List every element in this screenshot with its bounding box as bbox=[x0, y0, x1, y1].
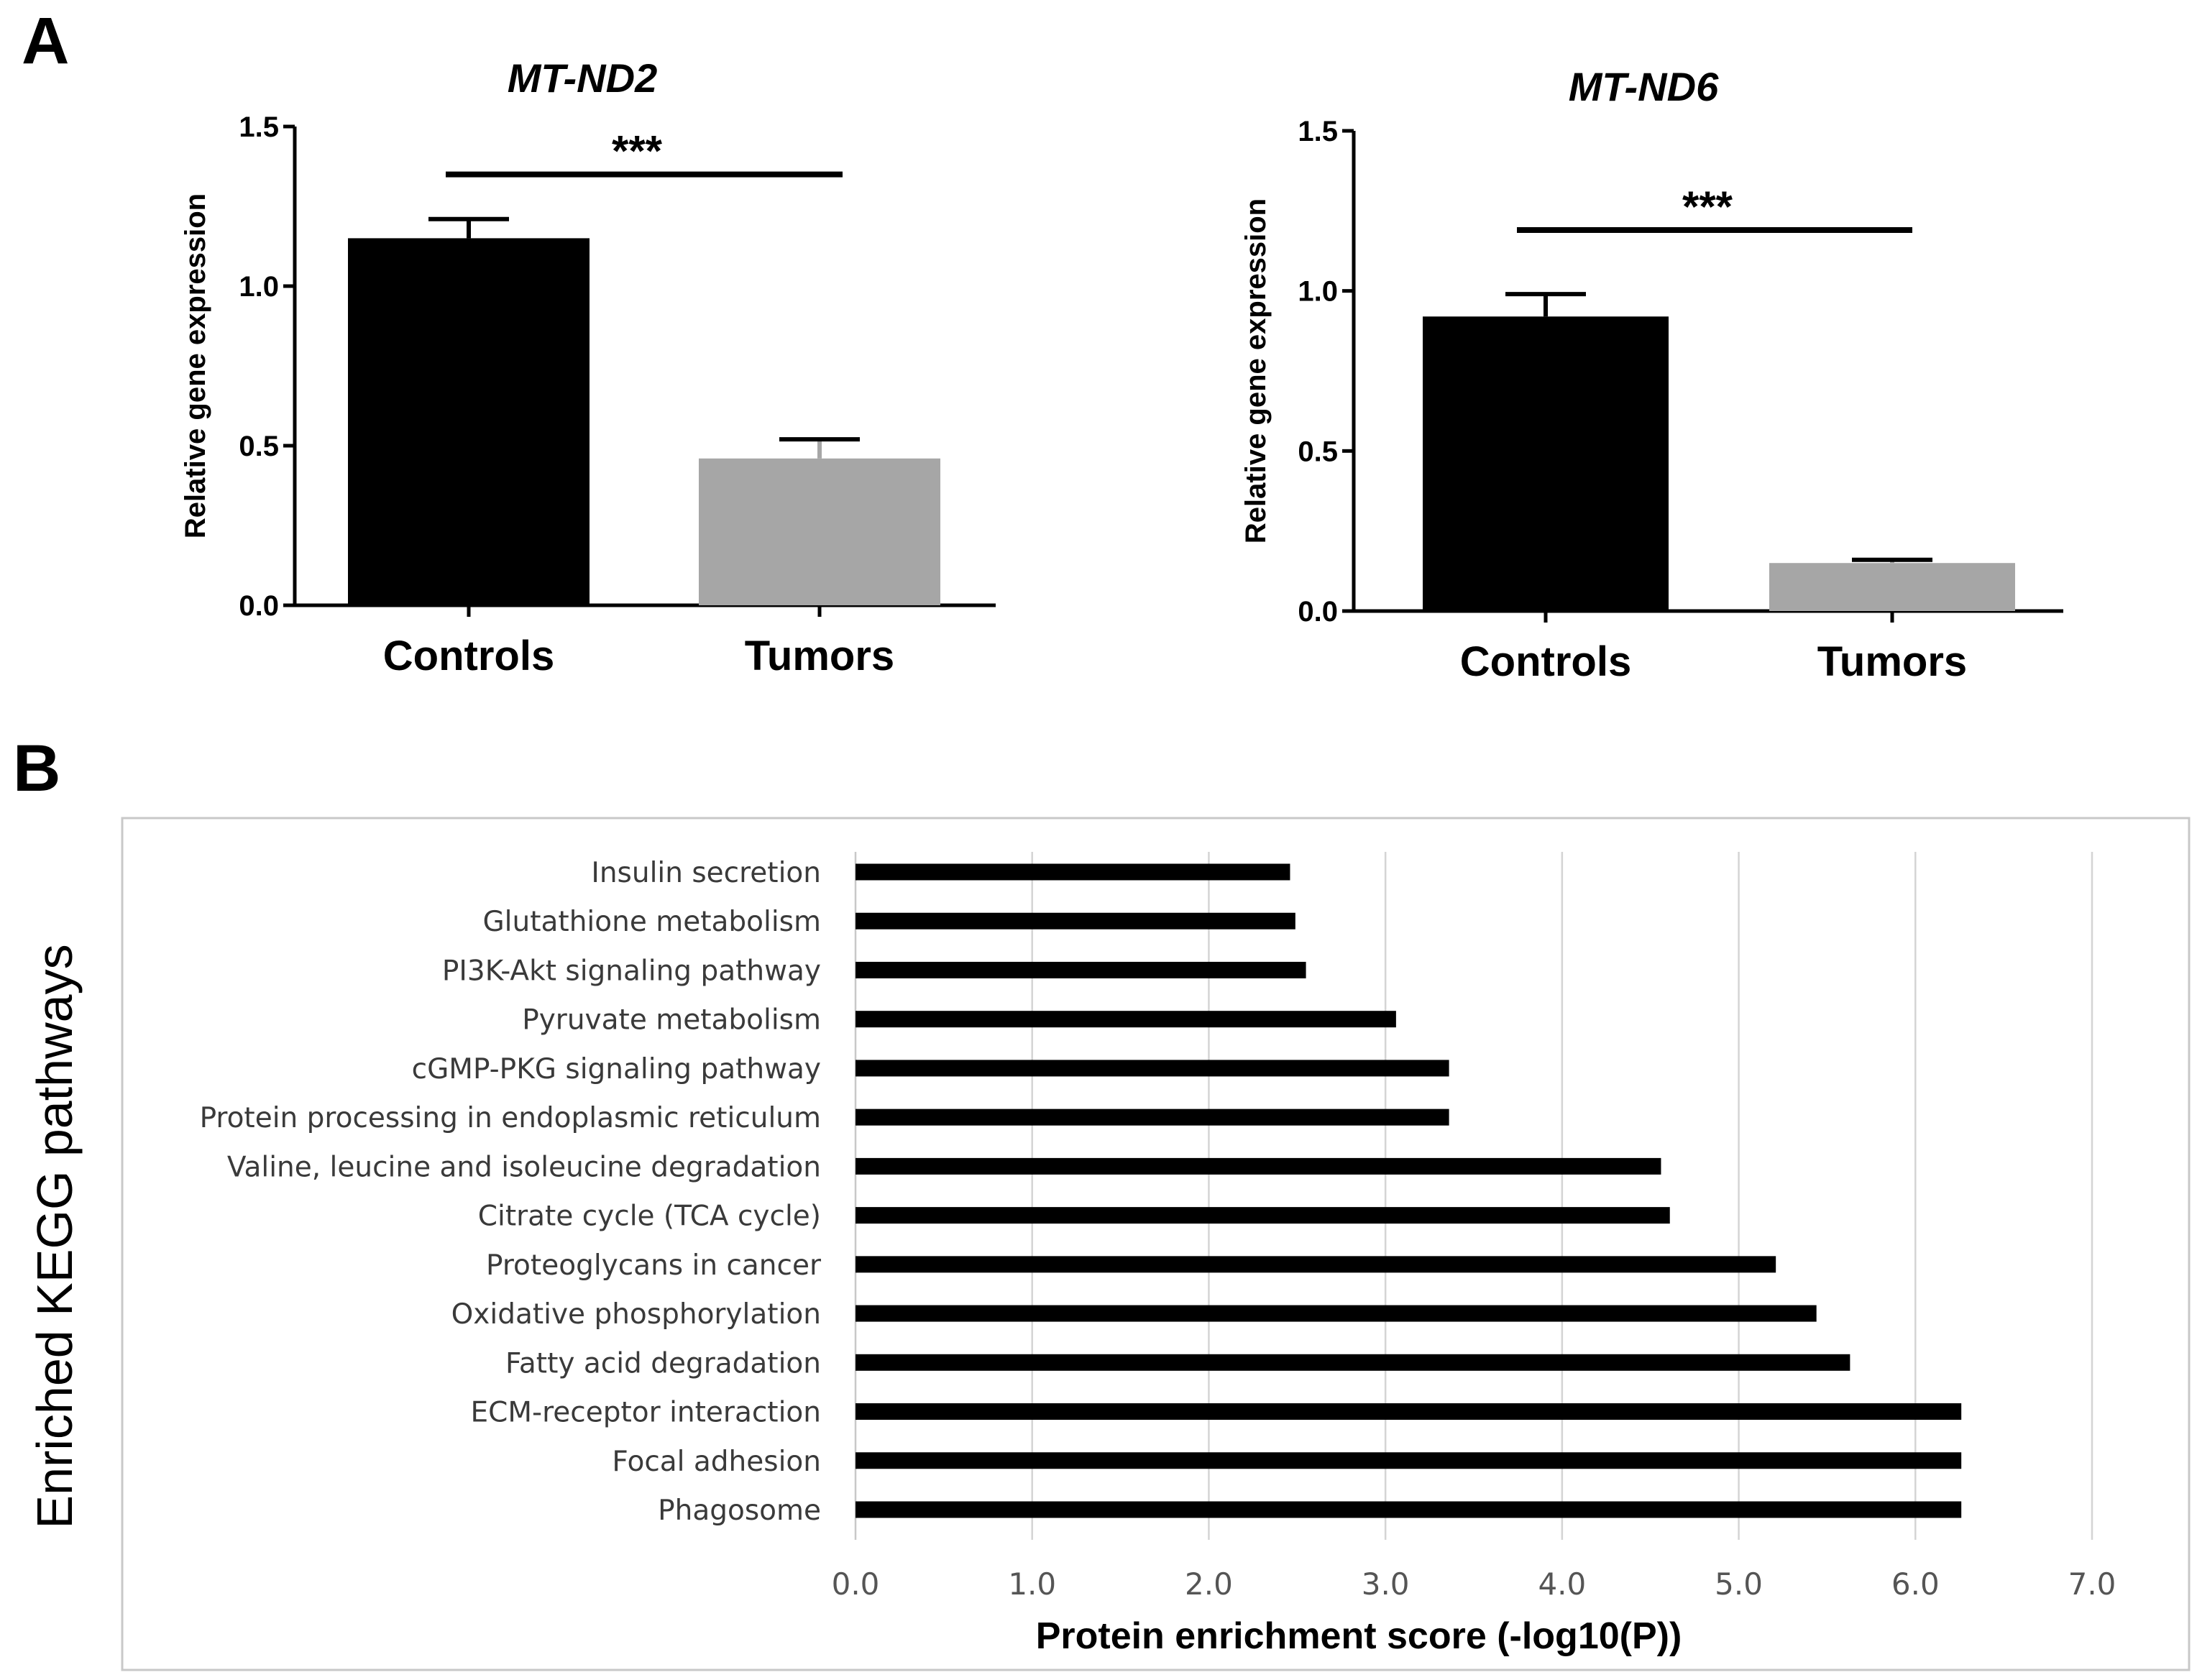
bar-focal-adhesion bbox=[856, 1452, 1962, 1469]
bar-pyruvate-metabolism bbox=[856, 1011, 1396, 1028]
y-tick-label: 1.5 bbox=[239, 111, 279, 143]
category-label-focal-adhesion: Focal adhesion bbox=[612, 1446, 821, 1478]
bar-tumors bbox=[699, 458, 940, 605]
category-label-tumors: Tumors bbox=[745, 633, 894, 679]
significance-stars: *** bbox=[1682, 183, 1733, 231]
panel-a-letter: A bbox=[22, 4, 69, 78]
bar-valine-leucine-and-isoleucine-degradation bbox=[856, 1157, 1661, 1175]
y-tick-label: 0.0 bbox=[239, 590, 279, 622]
x-tick-label: 6.0 bbox=[1891, 1566, 1940, 1602]
bar-cgmp-pkg-signaling-pathway bbox=[856, 1060, 1449, 1077]
bar-pi3k-akt-signaling-pathway bbox=[856, 961, 1306, 978]
x-tick-label: 2.0 bbox=[1185, 1566, 1233, 1602]
category-label-pyruvate-metabolism: Pyruvate metabolism bbox=[522, 1004, 821, 1037]
bar-controls bbox=[1423, 316, 1669, 611]
chart-mt-nd2: MT-ND2 Relative gene expression 0.0 0.5 1.0 1… bbox=[180, 55, 996, 679]
panel-b-letter: B bbox=[13, 732, 60, 805]
category-label-proteoglycans-in-cancer: Proteoglycans in cancer bbox=[486, 1249, 822, 1282]
category-label-glutathione-metabolism: Glutathione metabolism bbox=[482, 906, 821, 938]
chart-mt-nd6: MT-ND6 Relative gene expression 0.0 0.5 1.0 1… bbox=[1240, 64, 2063, 685]
y-tick-label: 0.5 bbox=[1298, 436, 1338, 467]
bar-protein-processing-in-endoplasmic-reticulum bbox=[856, 1108, 1449, 1126]
x-tick-label: 5.0 bbox=[1715, 1566, 1763, 1602]
category-label-citrate-cycle-tca-cycle: Citrate cycle (TCA cycle) bbox=[478, 1201, 821, 1233]
bar-citrate-cycle-tca-cycle bbox=[856, 1207, 1670, 1224]
category-label-fatty-acid-degradation: Fatty acid degradation bbox=[505, 1347, 821, 1380]
y-tick-label: 1.0 bbox=[1298, 276, 1338, 308]
category-label-phagosome: Phagosome bbox=[658, 1495, 821, 1527]
x-axis-label: Protein enrichment score (-log10(P)) bbox=[1036, 1615, 1682, 1657]
y-axis-label: Enriched KEGG pathways bbox=[27, 944, 83, 1528]
category-label-oxidative-phosphorylation: Oxidative phosphorylation bbox=[451, 1298, 821, 1331]
y-tick-label: 0.0 bbox=[1298, 596, 1338, 628]
bar-proteoglycans-in-cancer bbox=[856, 1256, 1776, 1273]
category-label-protein-processing-in-endoplasmic-reticulum: Protein processing in endoplasmic reticu… bbox=[200, 1102, 821, 1134]
bar-insulin-secretion bbox=[856, 863, 1290, 881]
category-label-controls: Controls bbox=[1460, 638, 1631, 685]
category-label-ecm-receptor-interaction: ECM-receptor interaction bbox=[471, 1397, 821, 1429]
category-label-cgmp-pkg-signaling-pathway: cGMP-PKG signaling pathway bbox=[412, 1053, 821, 1085]
y-tick-label: 0.5 bbox=[239, 431, 279, 462]
category-label-insulin-secretion: Insulin secretion bbox=[591, 857, 821, 889]
y-axis-label: Relative gene expression bbox=[180, 193, 211, 538]
category-label-pi3k-akt-signaling-pathway: PI3K-Akt signaling pathway bbox=[442, 955, 821, 987]
x-tick-label: 7.0 bbox=[2068, 1566, 2116, 1602]
category-label-valine-leucine-and-isoleucine-degradation: Valine, leucine and isoleucine degradati… bbox=[227, 1151, 821, 1183]
y-axis-label: Relative gene expression bbox=[1240, 198, 1272, 543]
x-tick-label: 4.0 bbox=[1538, 1566, 1586, 1602]
bar-tumors bbox=[1769, 563, 2015, 611]
bar-glutathione-metabolism bbox=[856, 912, 1295, 929]
y-tick-label: 1.0 bbox=[239, 271, 279, 303]
bar-oxidative-phosphorylation bbox=[856, 1305, 1817, 1322]
x-tick-label: 3.0 bbox=[1362, 1566, 1410, 1602]
significance-stars: *** bbox=[612, 127, 663, 175]
category-label-tumors: Tumors bbox=[1817, 638, 1967, 685]
y-tick-label: 1.5 bbox=[1298, 116, 1338, 147]
chart-title: MT-ND6 bbox=[1569, 64, 1719, 109]
x-tick-label: 0.0 bbox=[832, 1566, 880, 1602]
chart-title: MT-ND2 bbox=[508, 55, 657, 101]
panel-b-frame bbox=[121, 817, 2191, 1671]
category-label-controls: Controls bbox=[383, 633, 554, 679]
x-tick-label: 1.0 bbox=[1008, 1566, 1056, 1602]
bar-controls bbox=[348, 238, 590, 605]
bar-fatty-acid-degradation bbox=[856, 1354, 1850, 1371]
bar-phagosome bbox=[856, 1501, 1962, 1518]
bar-ecm-receptor-interaction bbox=[856, 1403, 1962, 1420]
chart-kegg-pathways: 0.0 1.0 2.0 3.0 4.0 5.0 6.0 7.0 Insulin secretio… bbox=[27, 852, 2116, 1657]
